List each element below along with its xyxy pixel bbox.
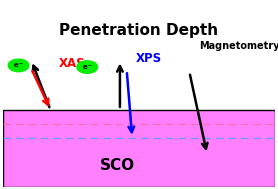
Text: e$^-$: e$^-$: [81, 63, 93, 71]
Bar: [3, 110, 275, 187]
Circle shape: [77, 61, 98, 73]
Text: XAS: XAS: [59, 57, 86, 70]
Text: Magnetometry: Magnetometry: [200, 41, 278, 51]
Text: Penetration Depth: Penetration Depth: [59, 23, 219, 38]
Text: XPS: XPS: [135, 52, 162, 65]
Circle shape: [8, 59, 29, 72]
Text: e$^-$: e$^-$: [13, 61, 24, 70]
Text: SCO: SCO: [100, 158, 135, 173]
